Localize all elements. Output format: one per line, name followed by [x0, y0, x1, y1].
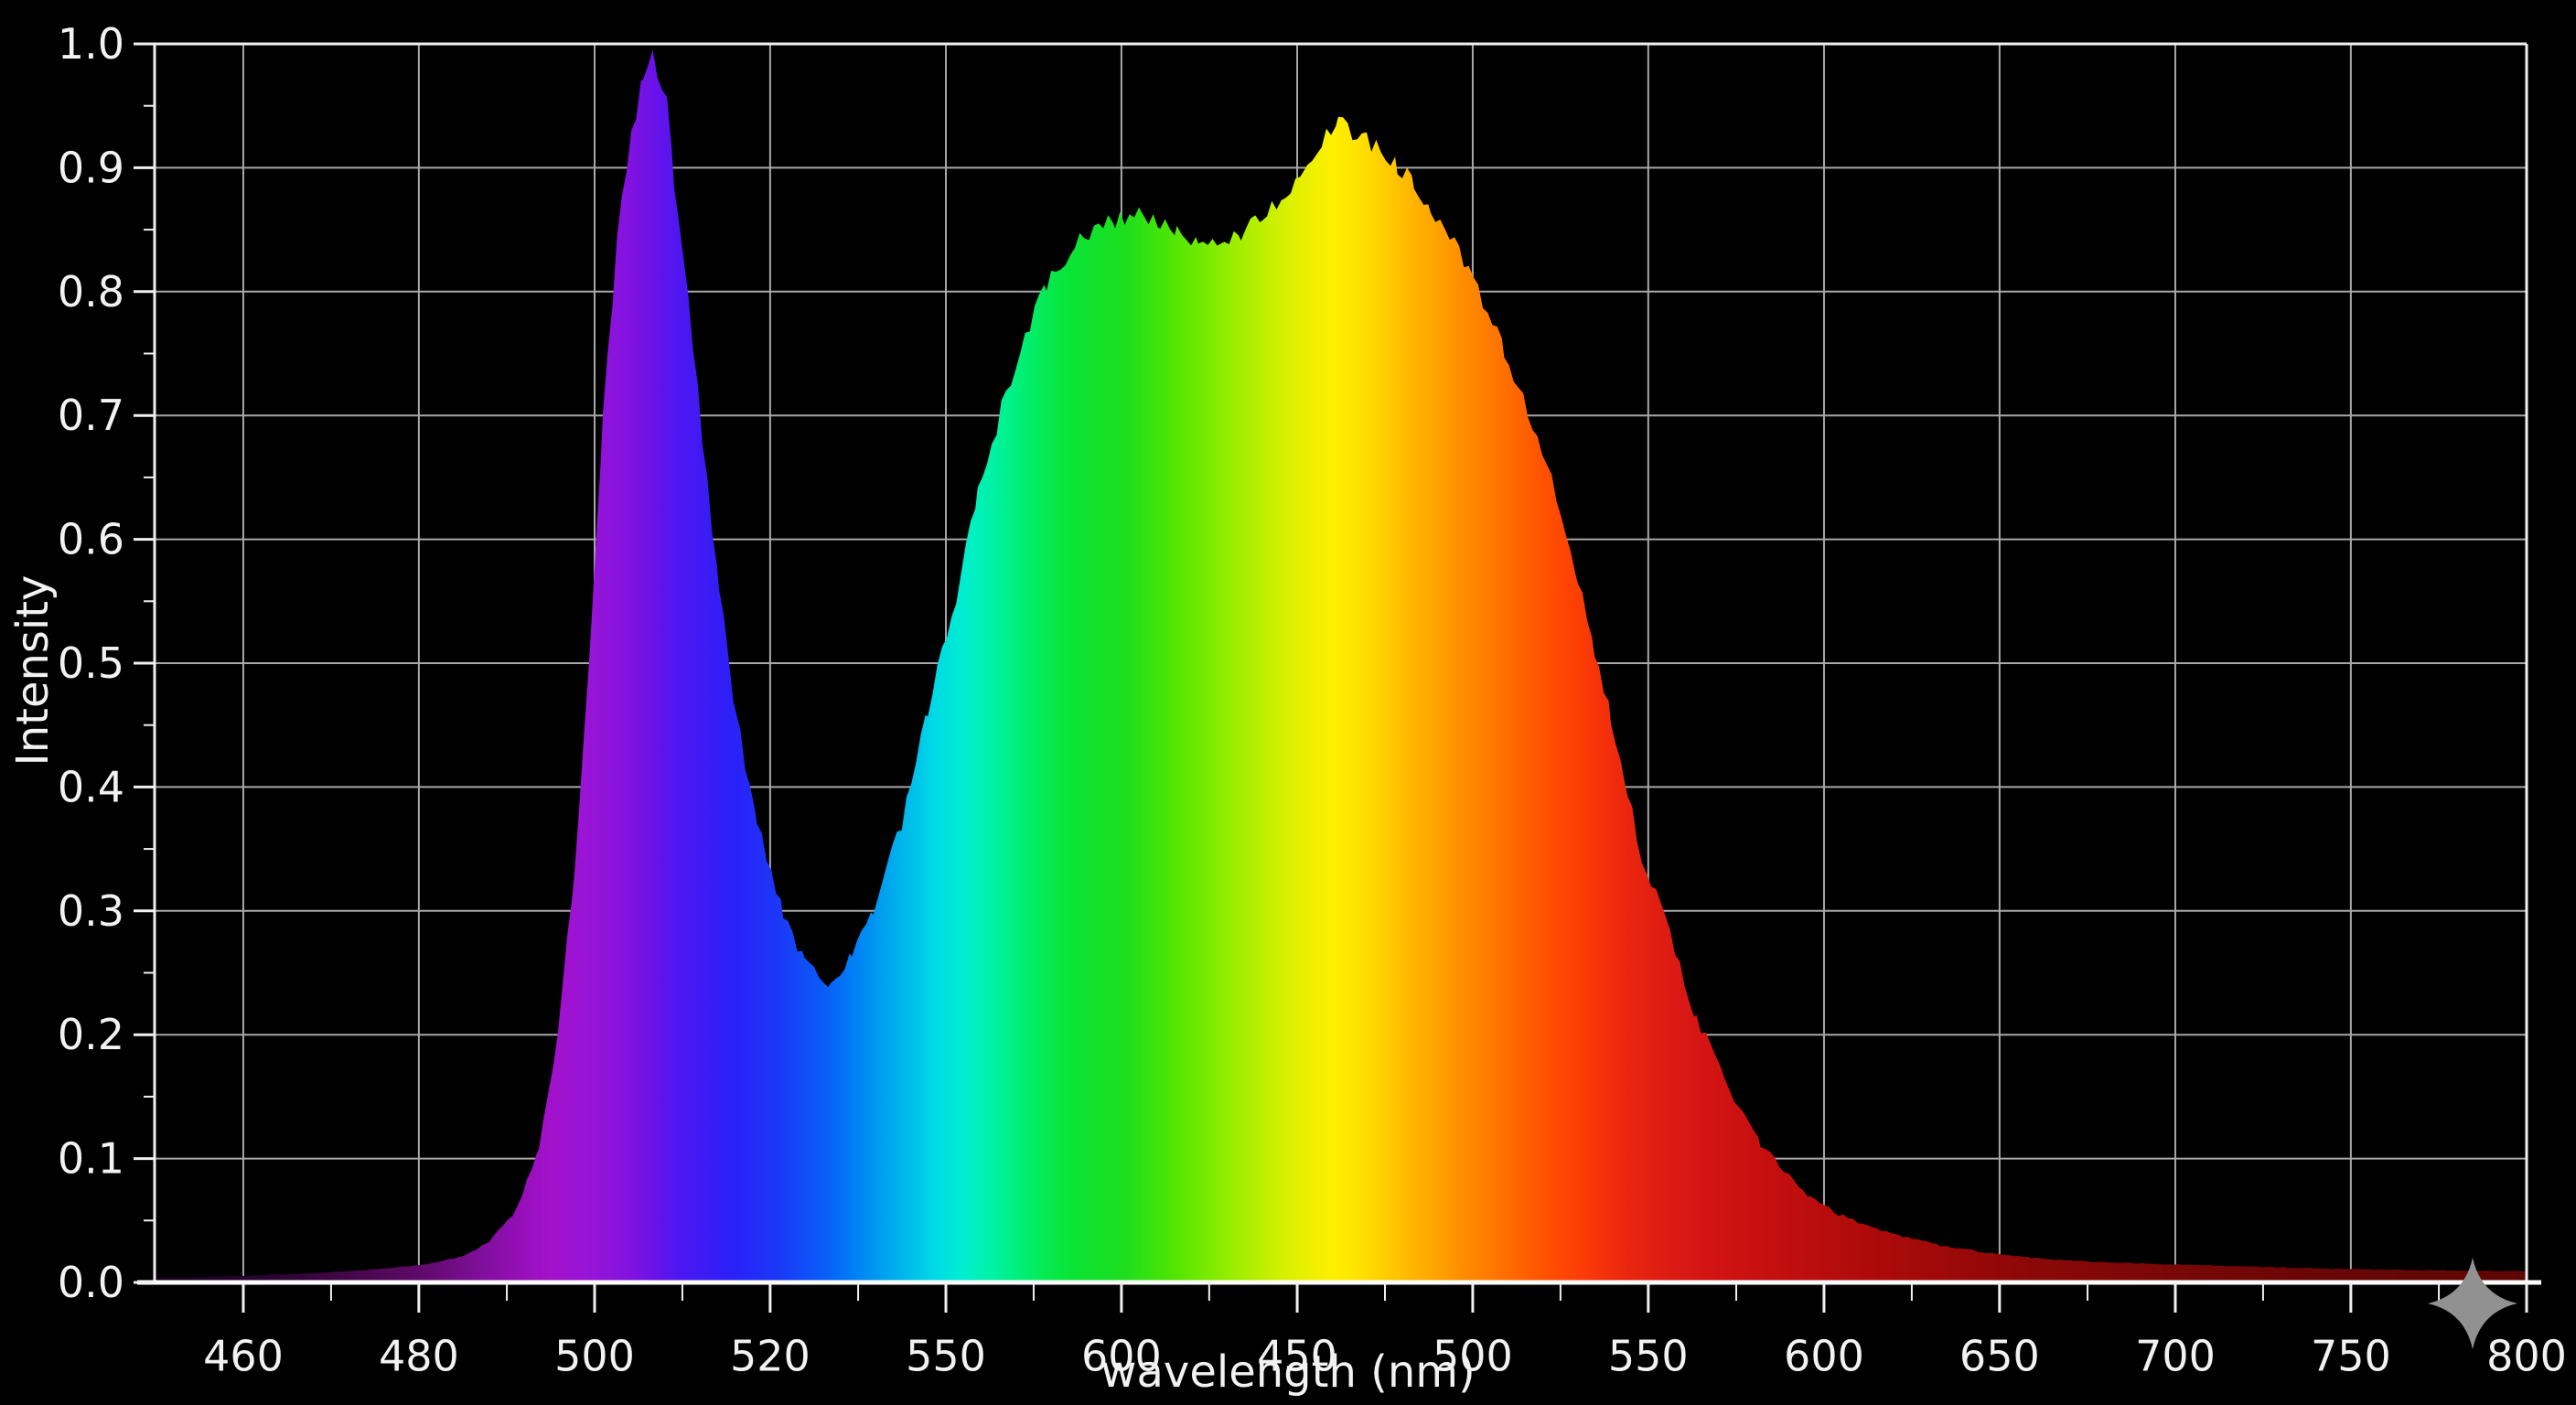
- y-axis-title: Intensity: [7, 575, 59, 767]
- y-tick-label: 0.3: [58, 886, 124, 936]
- x-tick-label: 600: [1081, 1331, 1162, 1380]
- x-tick-label: 750: [2311, 1331, 2391, 1380]
- y-tick-label: 0.4: [58, 762, 124, 811]
- y-tick-label: 0.9: [58, 143, 124, 192]
- x-tick-label: 650: [1959, 1331, 2040, 1380]
- y-tick-label: 0.7: [58, 391, 124, 440]
- x-tick-label: 700: [2135, 1331, 2216, 1380]
- y-tick-label: 0.1: [58, 1134, 124, 1184]
- x-tick-label: 550: [906, 1331, 986, 1380]
- x-tick-label: 500: [554, 1331, 635, 1380]
- y-tick-label: 0.2: [58, 1010, 124, 1059]
- y-tick-label: 0.0: [58, 1258, 124, 1307]
- four-point-star-icon: [2428, 1258, 2517, 1349]
- x-tick-label: 600: [1784, 1331, 1864, 1380]
- x-tick-label: 800: [2486, 1331, 2567, 1380]
- x-tick-label: 460: [203, 1331, 284, 1380]
- x-axis-title: wavelength (nm): [1100, 1346, 1476, 1398]
- x-tick-label: 450: [1257, 1331, 1337, 1380]
- y-tick-label: 0.8: [58, 267, 124, 316]
- tick-label-layer: 460 480 500 520 550 600 450 500 550 600 650 700 750 8…: [58, 19, 2567, 1380]
- y-tick-label: 0.6: [58, 515, 124, 564]
- x-tick-label: 500: [1433, 1331, 1513, 1380]
- x-tick-label: 550: [1608, 1331, 1689, 1380]
- y-tick-label: 0.5: [58, 638, 124, 688]
- x-tick-label: 480: [379, 1331, 459, 1380]
- x-tick-label: 520: [730, 1331, 810, 1380]
- y-tick-label: 1.0: [58, 19, 124, 69]
- spectrum-area-fill: [155, 49, 2527, 1283]
- axes-layer: [134, 42, 2541, 1313]
